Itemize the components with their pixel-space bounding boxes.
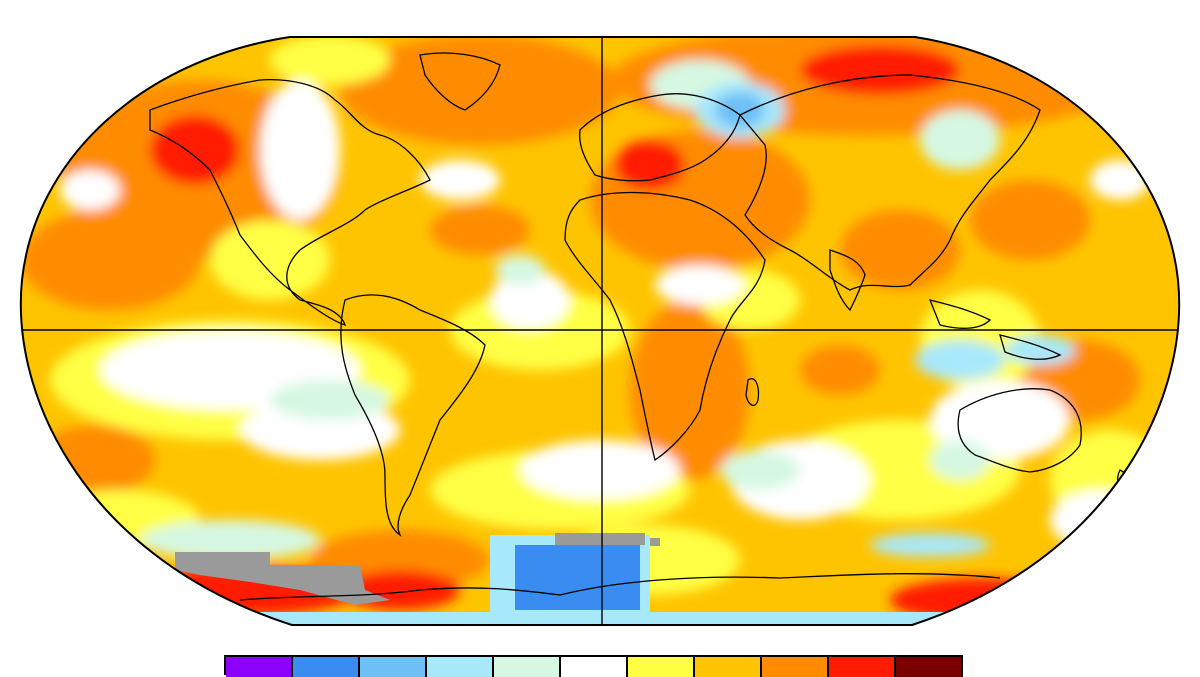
legend-swatch-bin-7 (628, 657, 695, 677)
legend-swatch-bin-11 (896, 657, 963, 677)
globe-outline (19, 36, 1181, 626)
anomaly-field (20, 37, 1180, 625)
legend-swatch-bin-2 (293, 657, 360, 677)
legend-swatch-bin-6 (561, 657, 628, 677)
legend-swatch-bin-4 (427, 657, 494, 677)
legend-swatch-bin-8 (695, 657, 762, 677)
legend-swatch-bin-3 (360, 657, 427, 677)
legend-swatch-bin-10 (829, 657, 896, 677)
coastlines (149, 52, 1132, 601)
legend-swatch-bin-9 (762, 657, 829, 677)
temperature-anomaly-map (19, 36, 1181, 626)
legend-swatch-bin-5 (494, 657, 561, 677)
color-legend (224, 655, 963, 677)
legend-swatch-bin-1 (226, 657, 293, 677)
